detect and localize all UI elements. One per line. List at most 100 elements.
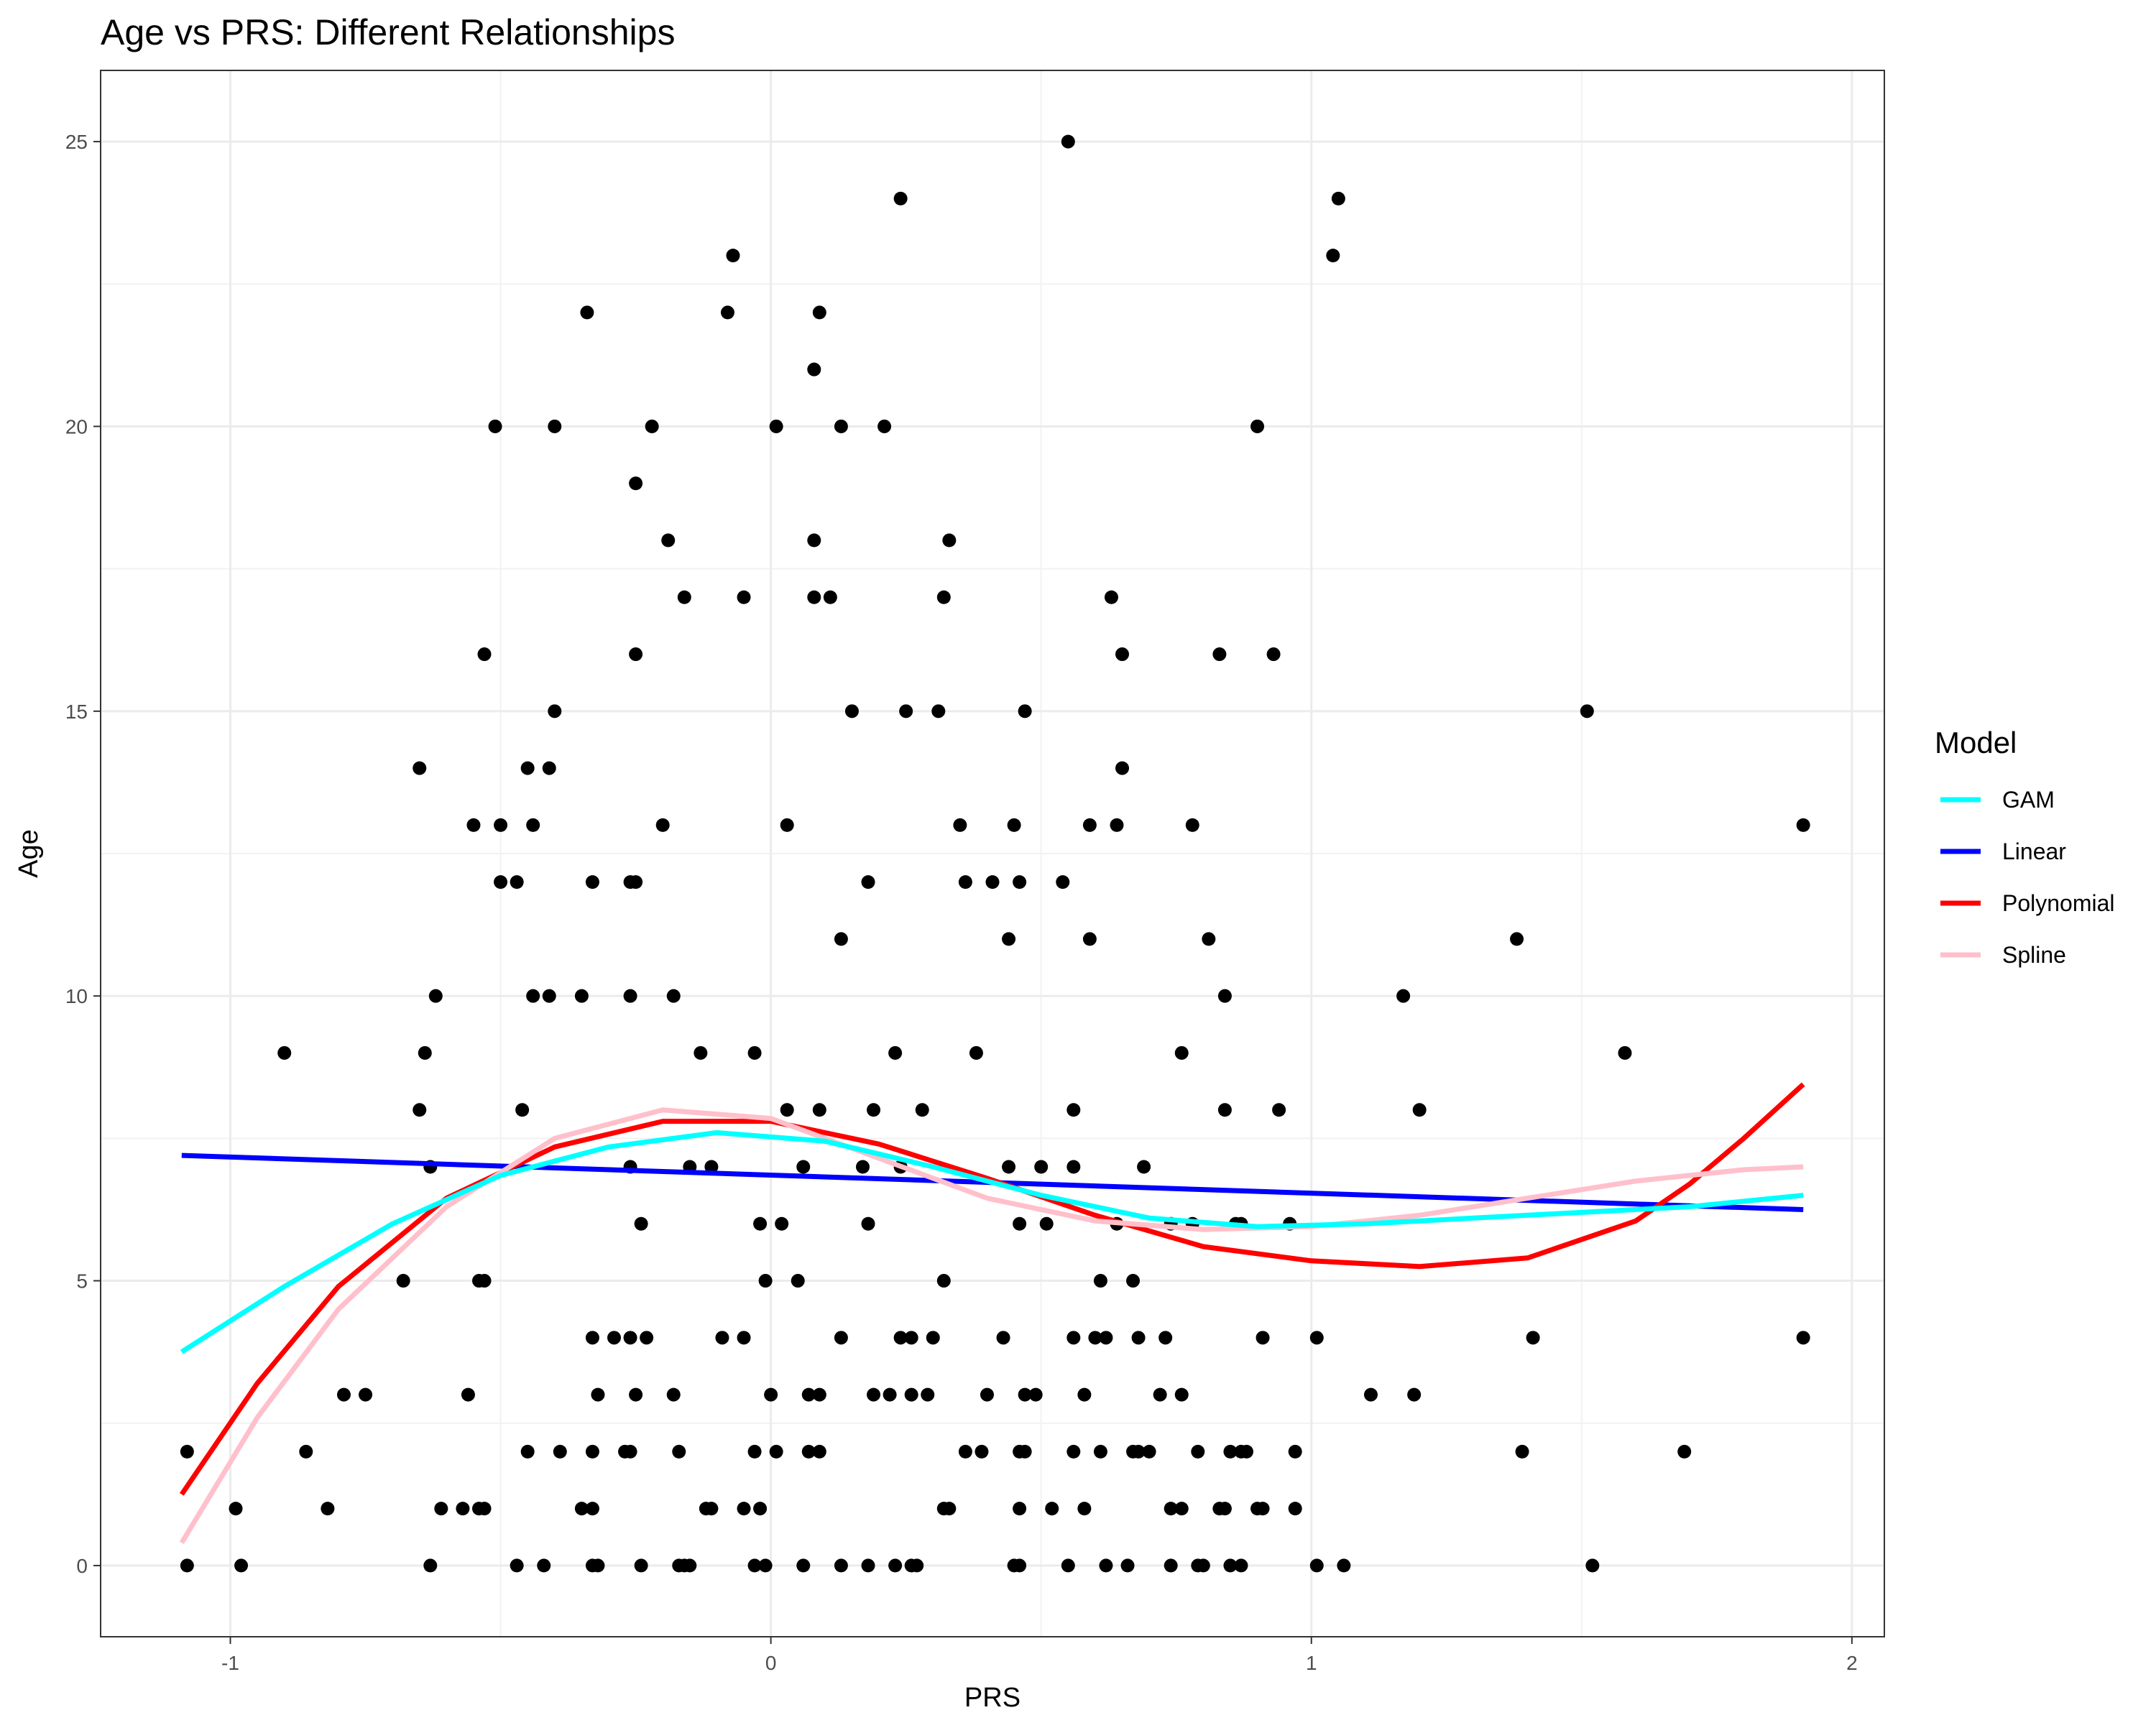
y-tick-label: 25 [65, 131, 88, 153]
data-point [1142, 1444, 1156, 1459]
data-point [1028, 1387, 1043, 1402]
data-point [629, 875, 643, 890]
data-point [893, 1331, 908, 1345]
data-point [715, 1331, 729, 1345]
data-point [975, 1444, 989, 1459]
data-point [904, 1387, 918, 1402]
data-point [807, 533, 821, 547]
data-point [542, 761, 556, 775]
data-point [623, 1444, 637, 1459]
data-point [1337, 1558, 1351, 1573]
x-axis-title: PRS [964, 1683, 1021, 1713]
legend: Model GAM Linear Polynomial Spline [1935, 726, 2115, 968]
data-point [477, 1502, 492, 1516]
data-point [812, 1103, 826, 1117]
data-point [985, 875, 1000, 890]
data-point [1126, 1274, 1141, 1288]
data-point [861, 1558, 875, 1573]
data-point [336, 1387, 351, 1402]
y-tick-label: 10 [65, 985, 88, 1007]
data-point [796, 1558, 811, 1573]
data-point [1585, 1558, 1600, 1573]
model-lines [179, 1082, 1805, 1545]
data-point [1309, 1331, 1324, 1345]
data-point [1002, 1160, 1016, 1174]
data-point [542, 989, 556, 1003]
data-point [1407, 1387, 1422, 1402]
data-point [704, 1502, 719, 1516]
data-point [1137, 1160, 1151, 1174]
data-point [629, 1387, 643, 1402]
data-point [277, 1045, 292, 1060]
data-point [585, 1331, 599, 1345]
data-point [461, 1387, 475, 1402]
data-point [737, 590, 751, 604]
data-point [494, 875, 508, 890]
data-point [321, 1502, 335, 1516]
data-point [1185, 818, 1199, 832]
data-point [867, 1103, 881, 1117]
data-point [1217, 989, 1232, 1003]
x-tick-label: 1 [1306, 1652, 1317, 1674]
legend-title: Model [1935, 726, 2017, 759]
data-point [1018, 1444, 1032, 1459]
data-point [1202, 932, 1216, 946]
data-point [634, 1216, 648, 1231]
data-point [1250, 419, 1265, 433]
data-point [1067, 1444, 1081, 1459]
data-point [812, 305, 826, 320]
data-point [1288, 1502, 1302, 1516]
data-point [1013, 875, 1027, 890]
data-point [677, 590, 691, 604]
data-point [780, 1103, 794, 1117]
data-point [844, 704, 859, 719]
data-point [423, 1558, 438, 1573]
data-point [791, 1274, 805, 1288]
data-point [1077, 1387, 1092, 1402]
x-tick-label: 0 [765, 1652, 777, 1674]
data-point [580, 305, 594, 320]
data-point [855, 1160, 870, 1174]
data-point [1039, 1216, 1054, 1231]
data-point [1061, 1558, 1075, 1573]
data-point [775, 1216, 789, 1231]
data-point [931, 704, 946, 719]
y-tick-label: 5 [76, 1270, 88, 1293]
data-point [1093, 1444, 1107, 1459]
data-point [796, 1160, 811, 1174]
data-point [904, 1331, 918, 1345]
data-point [1115, 647, 1130, 662]
data-point [1115, 761, 1130, 775]
data-point [926, 1331, 940, 1345]
data-point [585, 1502, 599, 1516]
data-point [520, 1444, 535, 1459]
data-point [623, 1331, 637, 1345]
data-point [1067, 1160, 1081, 1174]
data-point [1223, 1558, 1238, 1573]
data-point [553, 1444, 567, 1459]
data-point [1018, 704, 1032, 719]
data-point [413, 761, 427, 775]
data-point [980, 1387, 994, 1402]
data-point [737, 1502, 751, 1516]
data-point [834, 1558, 848, 1573]
data-point [1099, 1558, 1113, 1573]
data-point [1067, 1103, 1081, 1117]
data-point [1174, 1045, 1189, 1060]
data-point [899, 704, 913, 719]
data-point [591, 1387, 605, 1402]
data-point [1077, 1502, 1092, 1516]
x-axis: -1 0 1 2 [221, 1637, 1858, 1674]
data-point [683, 1558, 697, 1573]
data-point [812, 1387, 826, 1402]
data-point [720, 305, 734, 320]
data-point [996, 1331, 1010, 1345]
data-point [666, 989, 681, 1003]
data-point [1412, 1103, 1427, 1117]
data-point [812, 1444, 826, 1459]
data-point [623, 989, 637, 1003]
data-point [969, 1045, 983, 1060]
data-point [1288, 1444, 1302, 1459]
